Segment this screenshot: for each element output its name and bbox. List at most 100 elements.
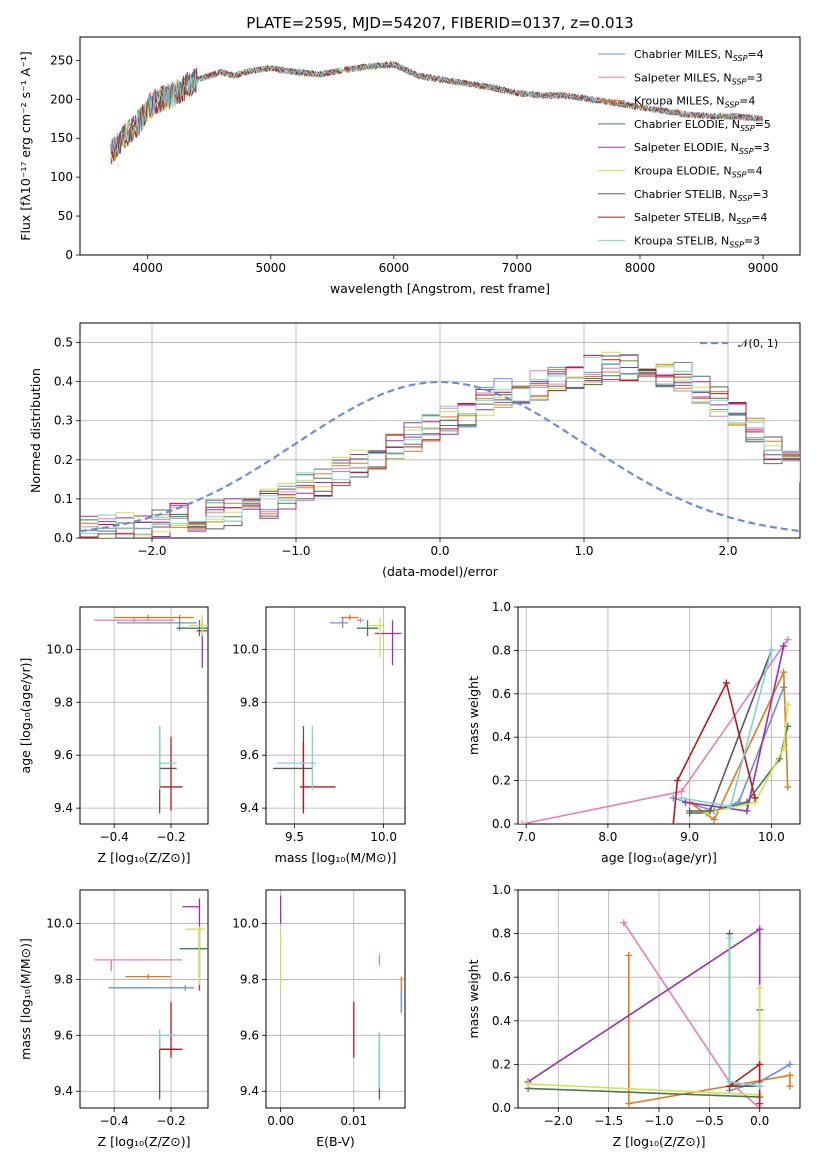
plot-area-age-vs-mass xyxy=(273,614,402,814)
x-tick-label: 8.0 xyxy=(598,830,617,844)
weight-point xyxy=(786,1060,794,1068)
normal-curve xyxy=(80,380,800,533)
weight-point xyxy=(743,807,751,815)
x-tick-label: 6000 xyxy=(379,261,410,275)
weight-point xyxy=(620,919,628,927)
y-tick-label: 0.2 xyxy=(492,1057,511,1071)
y-tick-label: 10.0 xyxy=(46,642,73,656)
legend-entry: Kroupa STELIB, NSSP=3 xyxy=(634,234,760,249)
plot-area-mass-weight-vs-age xyxy=(518,636,792,824)
x-tick-label: −1.0 xyxy=(644,1114,673,1128)
legend-residuals: 𝒩(0, 1) xyxy=(700,337,778,350)
legend-entry: Chabrier ELODIE, NSSP=5 xyxy=(634,118,771,133)
x-tick-label: −0.4 xyxy=(100,1114,129,1128)
axes-residuals: −2.0 −1.0 0.0 1.0 2.0 0.0 0.1 0.2 0.3 0.4 0.5 (data… xyxy=(28,322,801,579)
weight-point xyxy=(673,777,681,785)
x-tick-label: 0.00 xyxy=(267,1114,294,1128)
legend-entry: Chabrier MILES, NSSP=4 xyxy=(634,48,764,63)
weight-point xyxy=(625,951,633,959)
x-tick-label: 0.0 xyxy=(430,544,449,558)
weight-point xyxy=(780,668,788,676)
y-tick-label: 0.8 xyxy=(492,927,511,941)
weight-point xyxy=(784,636,792,644)
y-axis-label: mass weight xyxy=(466,959,481,1038)
y-tick-label: 10.0 xyxy=(46,917,73,931)
x-tick-label: 10.0 xyxy=(370,830,397,844)
x-tick-label: −0.2 xyxy=(156,1114,185,1128)
x-axis-label: Z [log₁₀(Z/Z⊙)] xyxy=(98,1134,191,1149)
legend-entry: Salpeter STELIB, NSSP=4 xyxy=(634,211,767,226)
x-tick-label: −1.0 xyxy=(281,544,310,558)
x-tick-label: −0.4 xyxy=(100,830,129,844)
x-tick-label: 4000 xyxy=(132,261,163,275)
weight-series xyxy=(705,704,789,814)
axes-frame xyxy=(79,606,209,825)
legend-entry: 𝒩(0, 1) xyxy=(738,337,778,350)
y-tick-label: 9.8 xyxy=(240,695,259,709)
weight-series xyxy=(521,639,789,824)
x-axis-label: mass [log₁₀(M/M⊙)] xyxy=(275,850,397,865)
weight-point xyxy=(756,984,764,992)
y-tick-label: 150 xyxy=(50,131,73,145)
x-tick-label: 9.0 xyxy=(680,830,699,844)
axes-spectrum: 4000 5000 6000 7000 8000 9000 0 50 100 150 200 250 w… xyxy=(18,36,801,296)
weight-point xyxy=(524,1080,532,1088)
y-tick-label: 0.2 xyxy=(54,453,73,467)
plot-area-residuals xyxy=(80,351,800,538)
x-axis-label: Z [log₁₀(Z/Z⊙)] xyxy=(98,850,191,865)
x-axis-label: age [log₁₀(age/yr)] xyxy=(601,850,717,865)
axes-frame xyxy=(79,36,801,256)
y-tick-label: 9.6 xyxy=(54,1028,73,1042)
weight-point xyxy=(756,1082,764,1090)
y-tick-label: 0.0 xyxy=(492,1101,511,1115)
x-tick-label: 0.01 xyxy=(340,1114,367,1128)
y-tick-label: 200 xyxy=(50,92,73,106)
x-tick-label: 8000 xyxy=(625,261,656,275)
x-tick-label: 5000 xyxy=(255,261,286,275)
weight-point xyxy=(682,798,690,806)
histogram-steps xyxy=(80,356,800,534)
legend-entry: Salpeter MILES, NSSP=3 xyxy=(634,71,763,86)
weight-point xyxy=(784,783,792,791)
x-tick-label: −0.2 xyxy=(156,830,185,844)
y-tick-label: 0.6 xyxy=(492,970,511,984)
x-axis-label: E(B-V) xyxy=(316,1134,355,1149)
y-axis-label: mass weight xyxy=(466,676,481,755)
y-tick-label: 9.8 xyxy=(54,695,73,709)
axes-frame xyxy=(517,889,801,1109)
axes-mass-vs-Z: −0.4 −0.2 9.4 9.6 9.8 10.0 Z [log₁₀(Z/Z⊙)] mass… xyxy=(18,889,209,1149)
weight-series xyxy=(527,927,761,1104)
weight-point xyxy=(786,1082,794,1090)
x-tick-label: −1.5 xyxy=(594,1114,623,1128)
weight-point xyxy=(722,679,730,687)
weight-point xyxy=(726,934,733,942)
axes-mass-vs-ebv: 0.00 0.01 9.4 9.6 9.8 10.0 E(B-V) xyxy=(232,889,406,1149)
legend-entry: Kroupa MILES, NSSP=4 xyxy=(634,95,755,110)
y-tick-label: 0.4 xyxy=(492,730,511,744)
weight-series xyxy=(672,680,756,824)
weight-point xyxy=(710,816,718,824)
y-tick-label: 9.8 xyxy=(240,972,259,986)
y-tick-label: 9.4 xyxy=(240,801,259,815)
legend-entry: Kroupa ELODIE, NSSP=4 xyxy=(634,165,763,180)
plot-area-mass-vs-Z xyxy=(94,898,208,1100)
weight-point xyxy=(767,646,775,654)
histogram-steps xyxy=(80,363,800,538)
x-tick-label: 1.0 xyxy=(574,544,593,558)
weight-point xyxy=(786,1071,794,1079)
y-tick-label: 9.6 xyxy=(240,748,259,762)
weight-series xyxy=(528,988,761,1096)
x-tick-label: 9.5 xyxy=(285,830,304,844)
y-tick-label: 9.6 xyxy=(54,748,73,762)
x-tick-label: −0.5 xyxy=(695,1114,724,1128)
y-tick-label: 0 xyxy=(65,248,73,262)
y-tick-label: 1.0 xyxy=(492,600,511,614)
figure-title: PLATE=2595, MJD=54207, FIBERID=0137, z=0… xyxy=(246,14,633,32)
plot-area-spectrum xyxy=(110,60,763,165)
weight-point xyxy=(686,807,694,815)
y-tick-label: 10.0 xyxy=(232,917,259,931)
y-tick-label: 0.4 xyxy=(492,1014,511,1028)
axes-mass-weight-vs-Z: −2.0 −1.5 −1.0 −0.5 0.0 0.0 0.2 0.4 0.6 0.8 1.0 Z [… xyxy=(466,883,801,1149)
y-axis-label: Flux [fλ10⁻¹⁷ erg cm⁻² s⁻¹ A⁻¹] xyxy=(18,51,33,240)
y-tick-label: 9.4 xyxy=(54,1084,73,1098)
